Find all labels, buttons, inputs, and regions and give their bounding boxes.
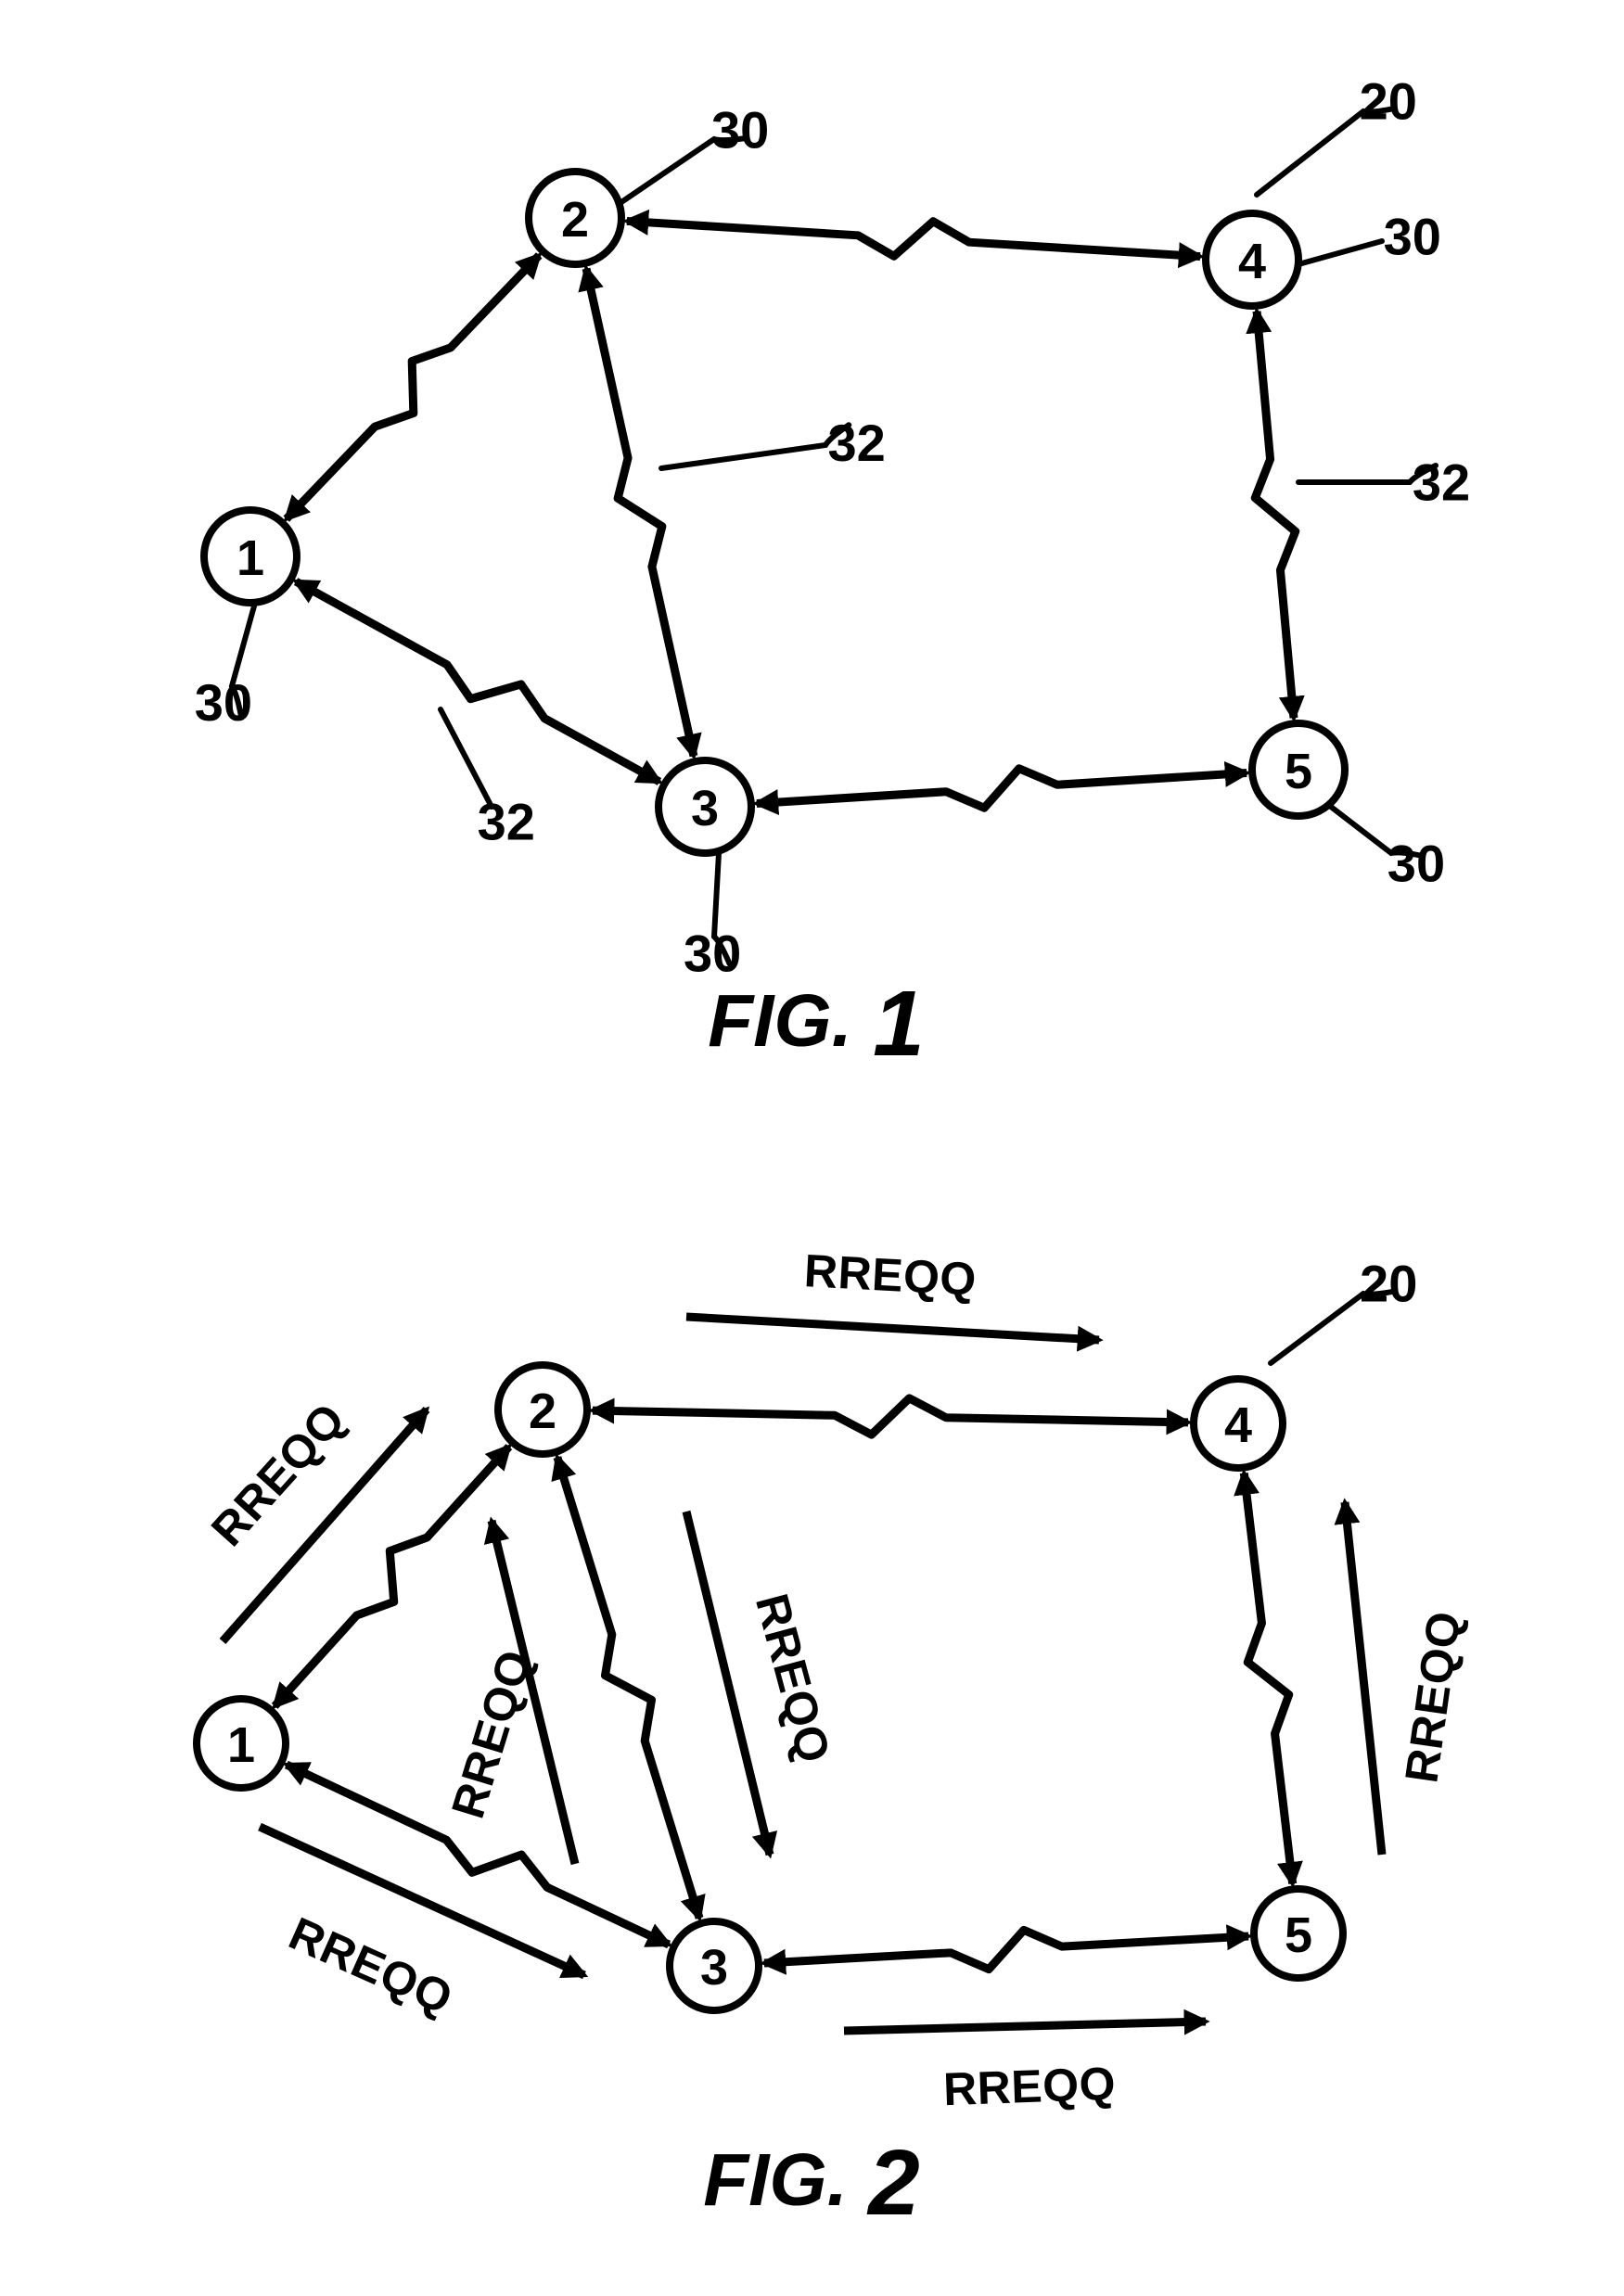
flow-label: RREQQ (942, 2058, 1117, 2115)
link-m3-m5 (764, 1930, 1248, 1969)
flow-arrow (686, 1512, 770, 1855)
caption-fig2: FIG. 2 (703, 2131, 919, 2235)
flow-label: RREQQ (201, 1393, 355, 1556)
flow-arrow (1345, 1502, 1382, 1855)
ref-label-32: 32 (828, 414, 886, 472)
node-label-5: 5 (1285, 744, 1312, 799)
ref-label-30: 30 (711, 100, 769, 159)
link-n3-n5 (757, 769, 1247, 808)
node-label-1: 1 (227, 1717, 255, 1773)
link-m2-m3 (557, 1458, 699, 1919)
figure-fig1: 1 2 3 4 5 20 30 30 30 30 30 32 32 32 FIG. 1 (195, 71, 1470, 1076)
link-n1-n3 (296, 581, 659, 782)
ref-label-32: 32 (1413, 453, 1470, 512)
link-m2-m4 (593, 1398, 1188, 1435)
link-n2-n3 (586, 269, 694, 757)
link-m4-m5 (1244, 1473, 1292, 1884)
ref-leader-32 (661, 425, 849, 468)
link-n1-n2 (287, 255, 539, 518)
ref-label-30: 30 (1384, 208, 1441, 266)
flow-arrow (686, 1317, 1099, 1340)
ref-label-20: 20 (1360, 1255, 1417, 1313)
node-label-5: 5 (1285, 1907, 1312, 1963)
link-m1-m2 (275, 1447, 509, 1706)
node-label-3: 3 (691, 781, 719, 836)
ref-label-30: 30 (195, 673, 252, 732)
flow-label: RREQQ (1395, 1608, 1470, 1786)
node-label-2: 2 (561, 192, 589, 248)
ref-label-20: 20 (1360, 71, 1417, 130)
link-n2-n4 (627, 221, 1200, 256)
flow-label: RREQQ (746, 1588, 840, 1768)
ref-label-32: 32 (478, 792, 535, 850)
caption-fig1: FIG. 1 (708, 972, 924, 1076)
ref-label-30: 30 (1387, 834, 1445, 892)
ref-leader-30 (1298, 241, 1382, 264)
flow-label: RREQQ (282, 1907, 461, 2025)
link-n4-n5 (1255, 312, 1295, 718)
node-label-3: 3 (700, 1940, 728, 1996)
flow-label: RREQQ (803, 1244, 978, 1306)
node-label-2: 2 (529, 1384, 556, 1439)
flow-label: RREQQ (441, 1644, 542, 1824)
node-label-4: 4 (1238, 234, 1266, 289)
node-label-1: 1 (237, 530, 264, 586)
ref-label-30: 30 (684, 924, 741, 982)
node-label-4: 4 (1224, 1397, 1252, 1453)
figure-fig2: RREQQ RREQQ RREQQ RREQQ RREQQ RREQQ RREQQ 1 2 3 4 5… (197, 1244, 1471, 2235)
flow-arrow (844, 2022, 1206, 2031)
